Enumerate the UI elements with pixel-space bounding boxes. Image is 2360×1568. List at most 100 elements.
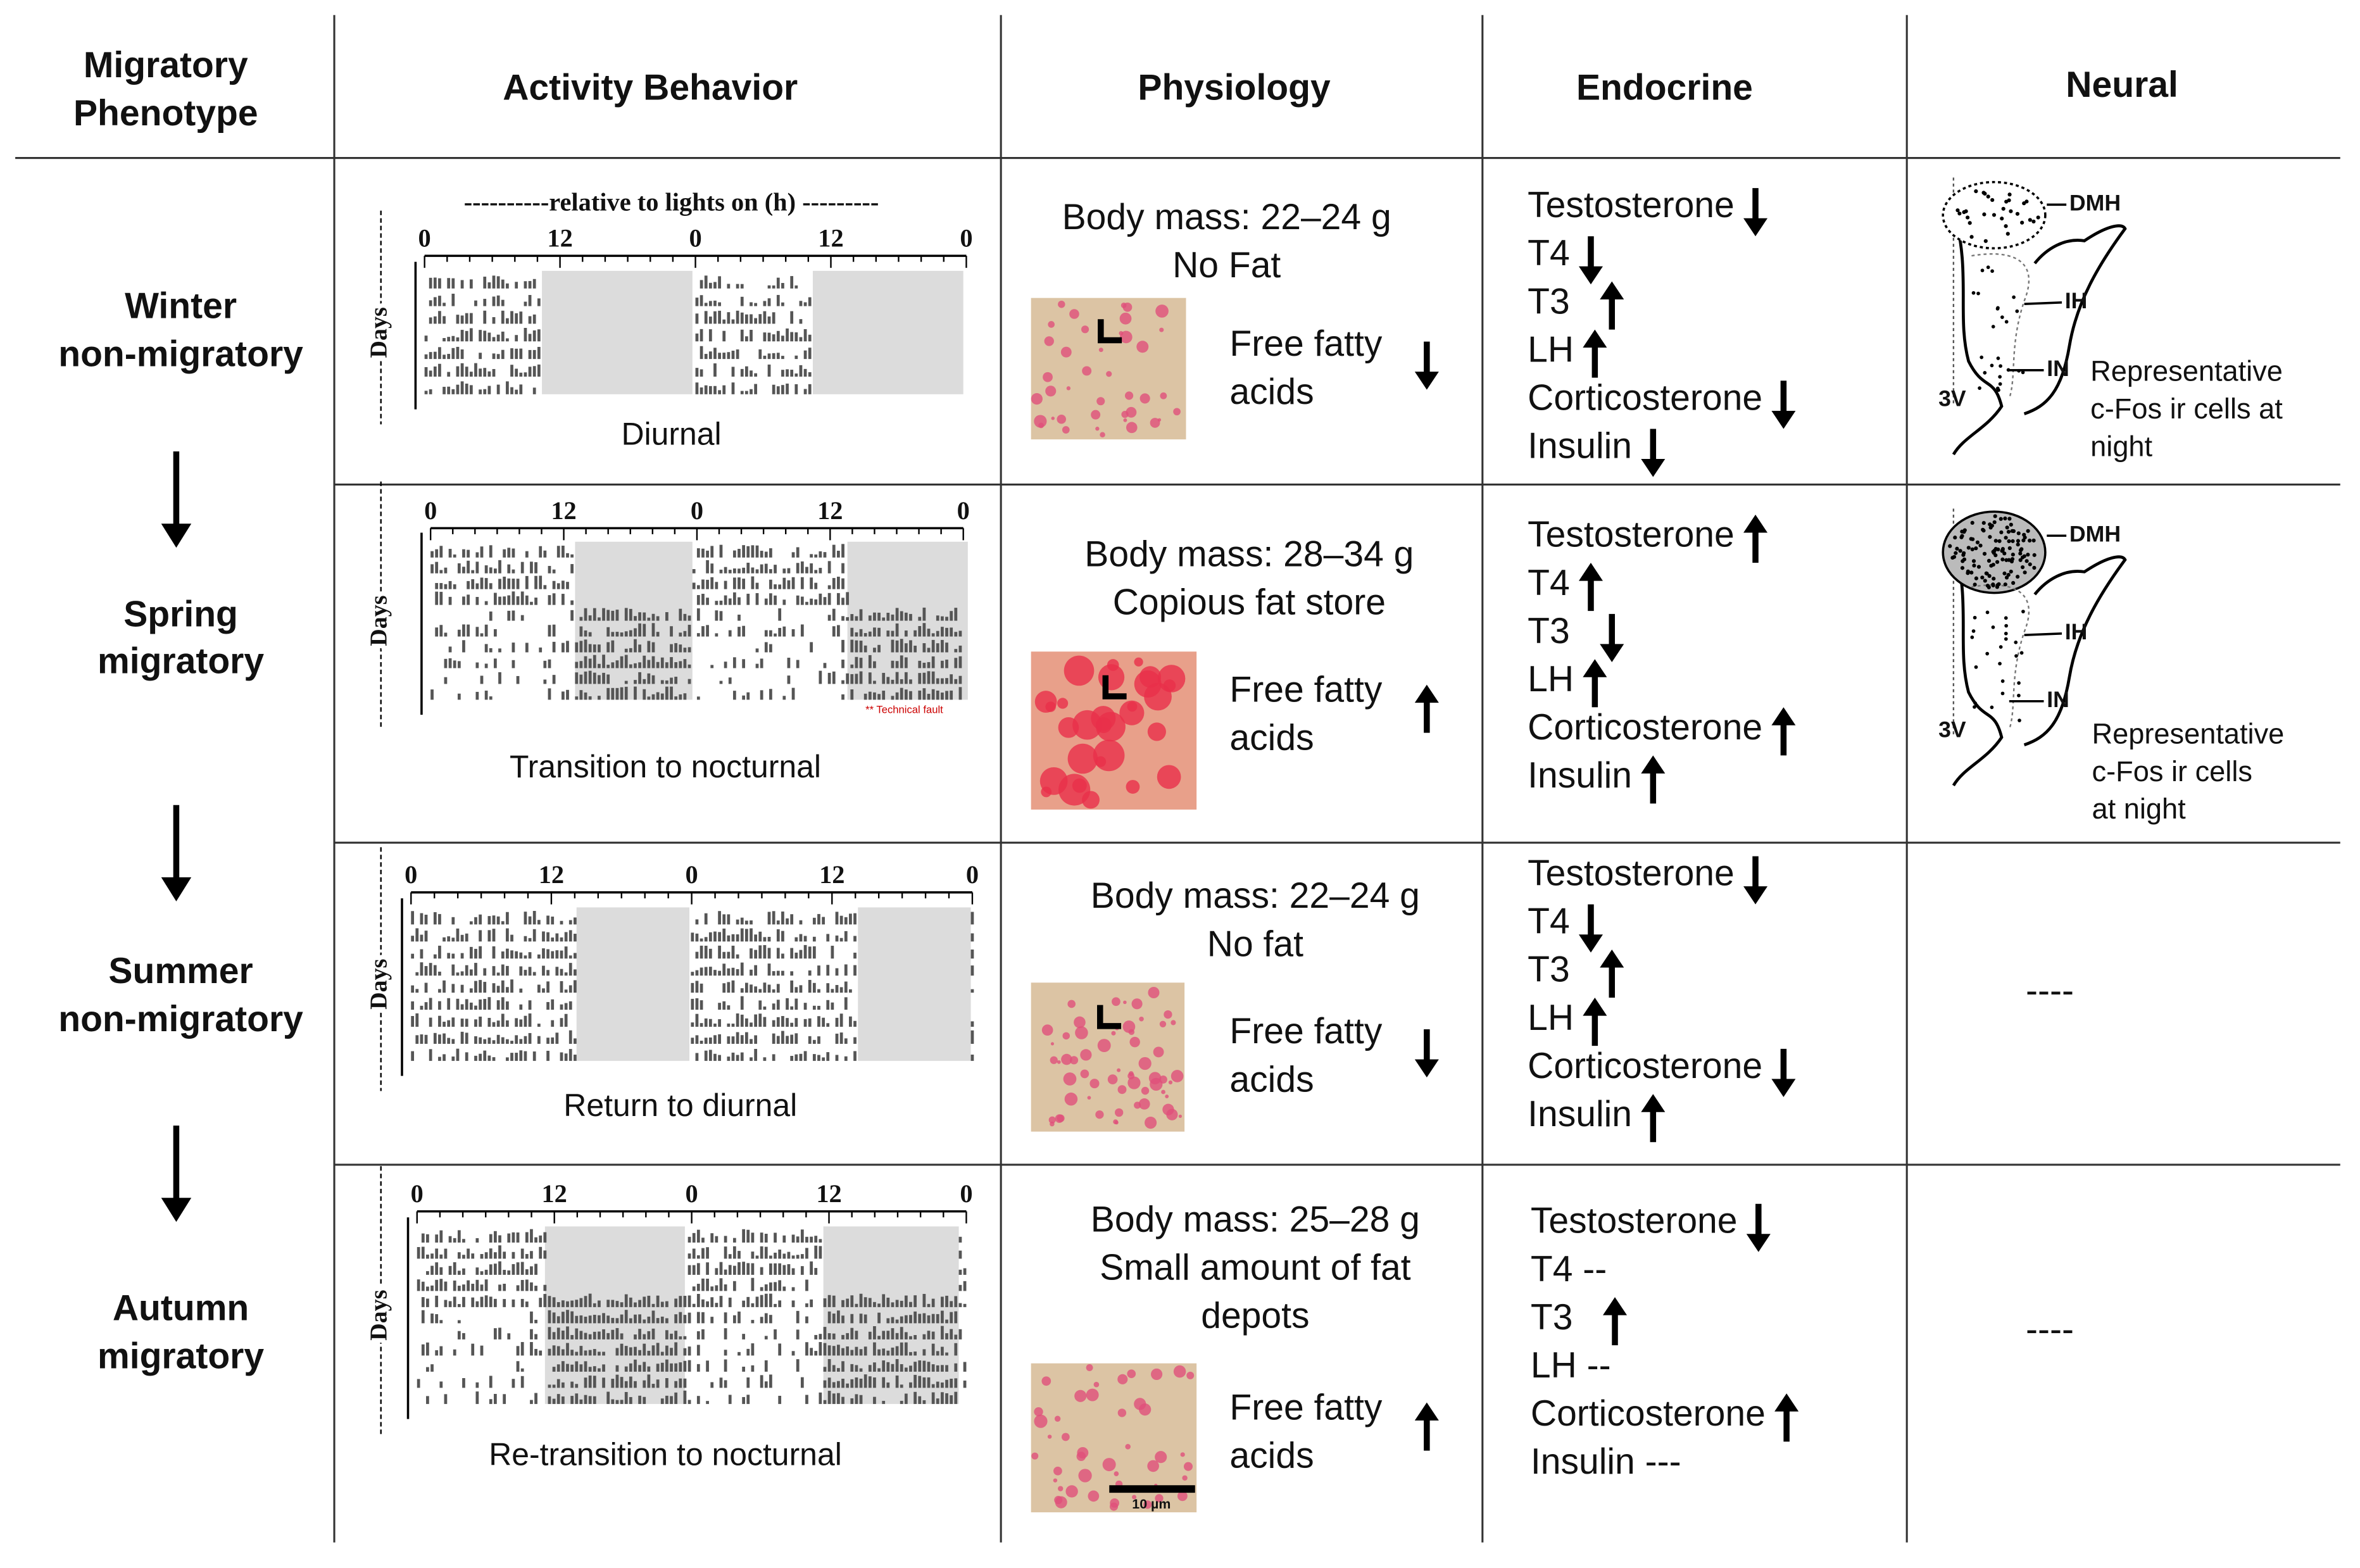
activity-bar <box>620 656 624 668</box>
activity-bar <box>927 1331 931 1339</box>
activity-bar <box>850 614 854 621</box>
activity-bar <box>738 1352 741 1356</box>
activity-bar <box>474 300 477 306</box>
activity-bar <box>674 696 678 700</box>
activity-bar <box>448 1236 452 1243</box>
activity-bar <box>439 1267 443 1275</box>
activity-bar <box>873 627 876 637</box>
activity-bar <box>421 1297 425 1307</box>
activity-bar <box>754 986 758 993</box>
activity-bar <box>958 645 962 653</box>
activity-bar <box>687 1346 691 1356</box>
activity-bar <box>484 1295 488 1307</box>
cfos-cell <box>1955 208 1960 213</box>
activity-bar <box>524 1015 527 1027</box>
activity-bar <box>674 1363 678 1372</box>
activity-bar <box>593 644 596 653</box>
activity-bar <box>420 934 424 942</box>
activity-bar <box>424 354 428 360</box>
activity-bar <box>568 1049 572 1061</box>
activity-bar <box>754 1035 758 1044</box>
activity-bar <box>656 662 660 668</box>
activity-bar <box>731 1052 735 1061</box>
cfos-cell <box>1983 371 1987 375</box>
activity-bar <box>891 679 894 684</box>
cfos-cell <box>2007 546 2012 551</box>
activity-bar <box>457 1286 461 1291</box>
activity-bar <box>704 354 708 360</box>
activity-bar <box>849 913 852 925</box>
activity-bar <box>909 1352 912 1356</box>
activity-bar <box>524 955 527 959</box>
activity-bar <box>556 1394 560 1404</box>
cfos-cell <box>2019 651 2024 655</box>
activity-bar <box>519 1004 523 1010</box>
activity-bar <box>411 985 415 993</box>
activity-bar <box>710 1317 714 1324</box>
activity-bar <box>421 1310 425 1324</box>
activity-bar <box>841 578 844 589</box>
activity-bar <box>695 368 699 377</box>
activity-bar <box>810 563 813 574</box>
activity-bar <box>561 580 565 589</box>
activity-bar <box>462 1296 465 1307</box>
activity-bar <box>778 1343 782 1356</box>
activity-bar <box>561 1382 565 1388</box>
activity-bar <box>936 1351 939 1356</box>
cfos-cell <box>2001 206 2005 211</box>
activity-bar <box>501 310 505 324</box>
activity-bar <box>846 1298 850 1307</box>
activity-bar <box>643 655 646 668</box>
activity-bar <box>519 311 523 324</box>
lipid-droplet <box>1107 1074 1118 1084</box>
activity-bar <box>760 564 763 574</box>
activity-bar <box>430 1265 434 1275</box>
cfos-cell <box>1973 615 1977 620</box>
activity-bar <box>900 1342 903 1356</box>
phenotype-label: non-migratory <box>58 999 303 1039</box>
activity-bar <box>651 656 655 668</box>
activity-bar <box>805 1342 808 1356</box>
cfos-cell <box>1966 571 1970 575</box>
activity-bar <box>958 656 962 668</box>
lipid-droplet <box>1123 1000 1127 1005</box>
activity-bar <box>624 1391 628 1404</box>
activity-bar <box>479 1053 482 1061</box>
lipid-droplet <box>1138 1098 1150 1110</box>
activity-bar <box>763 944 767 959</box>
activity-bar <box>683 630 687 637</box>
cfos-cell <box>2017 693 2021 698</box>
activity-bar <box>598 1331 601 1339</box>
activity-bar <box>736 349 739 360</box>
tick-label: 0 <box>691 496 703 525</box>
lipid-droplet <box>1143 1500 1152 1509</box>
lipid-droplet <box>1067 1000 1076 1008</box>
activity-bar <box>727 951 731 959</box>
activity-bar <box>841 1348 844 1356</box>
activity-bar <box>492 368 496 377</box>
activity-bar <box>839 987 843 993</box>
activity-bar <box>708 386 712 394</box>
activity-bar <box>863 645 867 653</box>
activity-bar <box>525 1301 529 1307</box>
activity-bar <box>826 1052 830 1061</box>
lipid-droplet <box>1180 1452 1185 1457</box>
activity-bar <box>732 1281 736 1291</box>
activity-bar <box>460 1031 464 1044</box>
activity-bar <box>958 1303 962 1307</box>
activity-bar <box>487 1017 491 1027</box>
activity-bar <box>584 1296 587 1307</box>
activity-bar <box>442 338 446 342</box>
activity-bar <box>474 1055 477 1061</box>
activity-bar <box>713 931 717 942</box>
activity-bar <box>506 1057 509 1061</box>
activity-bar <box>561 1300 565 1307</box>
activity-bar <box>687 1295 691 1307</box>
activity-bar <box>805 1236 808 1243</box>
activity-bar <box>462 1333 465 1339</box>
activity-bar <box>438 311 441 324</box>
activity-bar <box>611 640 615 653</box>
arrow <box>1743 514 1768 563</box>
activity-bar <box>772 1033 775 1044</box>
activity-bar <box>922 662 926 668</box>
